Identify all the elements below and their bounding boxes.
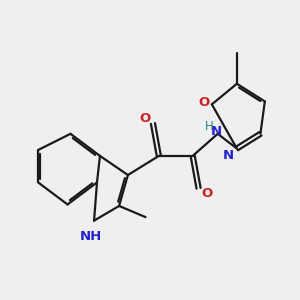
- Text: O: O: [139, 112, 150, 125]
- Text: H: H: [205, 120, 213, 133]
- Text: N: N: [211, 125, 222, 138]
- Text: N: N: [223, 148, 234, 161]
- Text: O: O: [198, 96, 209, 110]
- Text: O: O: [201, 187, 212, 200]
- Text: NH: NH: [80, 230, 102, 243]
